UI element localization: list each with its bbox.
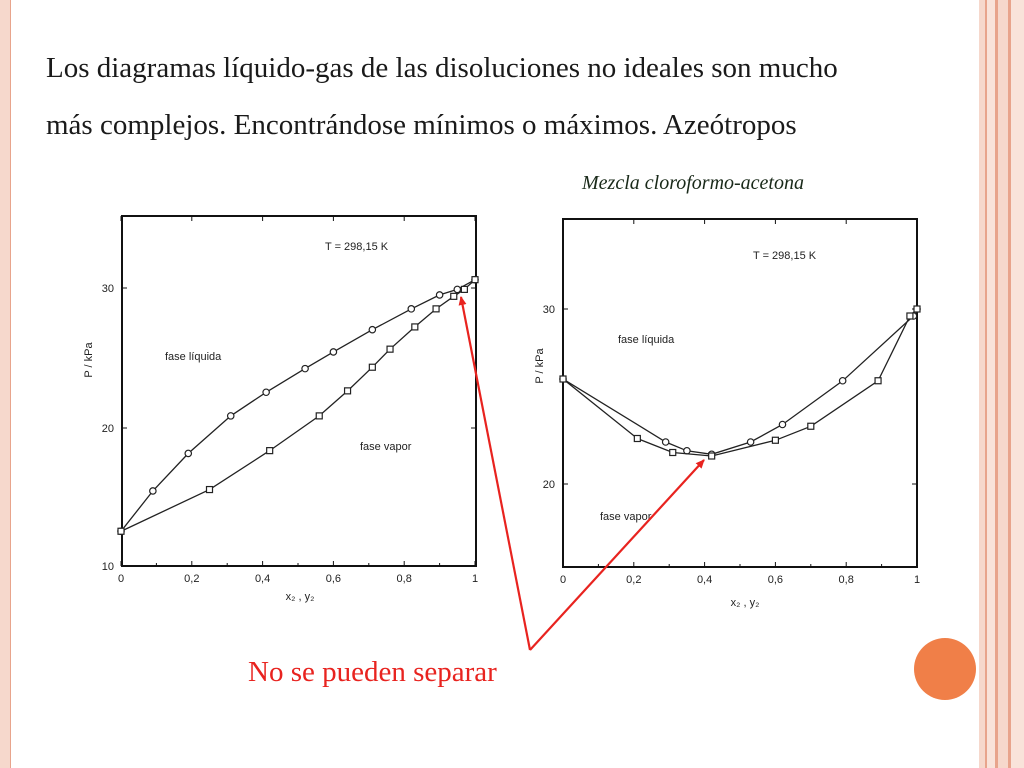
series-line-2 bbox=[562, 308, 918, 457]
data-point-circle bbox=[661, 438, 670, 446]
data-point-circle bbox=[838, 376, 847, 385]
data-point-square bbox=[708, 452, 716, 460]
y-tick-label: 20 bbox=[543, 479, 555, 491]
data-point-square bbox=[205, 485, 214, 494]
series-line-1 bbox=[120, 279, 476, 532]
chart-2: 0 0,2 0,4 0,6 0,8 1 20 30 P / kPa x₂ , y₂ T = 298,… bbox=[534, 218, 921, 609]
temperature-annotation: T = 298,15 K bbox=[325, 241, 389, 253]
data-point-square bbox=[386, 345, 394, 353]
right-band-3 bbox=[987, 0, 995, 768]
data-point-square bbox=[266, 447, 274, 455]
data-point-square bbox=[771, 436, 780, 444]
x-tick-label: 1 bbox=[914, 574, 920, 586]
temperature-annotation: T = 298,15 K bbox=[753, 250, 817, 262]
right-band-2 bbox=[985, 0, 987, 768]
x-tick-label: 0,4 bbox=[255, 573, 270, 585]
callout-text: No se pueden separar bbox=[248, 656, 497, 688]
data-point-square bbox=[432, 305, 440, 313]
decorative-circle bbox=[914, 638, 976, 700]
data-point-square bbox=[807, 422, 815, 430]
data-point-circle bbox=[746, 438, 755, 446]
data-point-square bbox=[343, 387, 352, 395]
x-axis-label: x₂ , y₂ bbox=[731, 597, 760, 609]
data-point-circle bbox=[226, 412, 235, 420]
y-axis-label: P / kPa bbox=[534, 347, 546, 383]
data-point-circle bbox=[435, 291, 444, 299]
data-point-circle bbox=[368, 325, 377, 334]
title-line-1: Los diagramas líquido-gas de las disoluc… bbox=[46, 52, 838, 84]
data-point-circle bbox=[453, 285, 462, 294]
y-axis-label: P / kPa bbox=[83, 341, 95, 377]
x-tick-label: 0,6 bbox=[326, 573, 341, 585]
data-point-circle bbox=[184, 449, 193, 458]
x-tick-label: 0,6 bbox=[768, 574, 783, 586]
x-tick-label: 0,2 bbox=[184, 573, 199, 585]
region-label-liquid: fase líquida bbox=[165, 351, 222, 363]
x-tick-label: 0,2 bbox=[626, 574, 641, 586]
data-point-square bbox=[117, 527, 125, 535]
right-band-5 bbox=[998, 0, 1008, 768]
y-tick-label: 30 bbox=[102, 283, 114, 295]
x-tick-label: 1 bbox=[472, 573, 478, 585]
data-point-square bbox=[633, 434, 641, 443]
y-tick-label: 10 bbox=[102, 561, 114, 573]
right-band-6 bbox=[1008, 0, 1011, 768]
y-tick-label: 30 bbox=[543, 304, 555, 316]
data-point-square bbox=[450, 292, 458, 300]
chart-1: 0 0,2 0,4 0,6 0,8 1 10 20 30 P / kPa x₂ , y₂ T = 29… bbox=[83, 215, 479, 603]
region-label-vapor: fase vapor bbox=[600, 511, 652, 523]
data-point-square bbox=[559, 375, 567, 383]
data-point-circle bbox=[149, 487, 157, 495]
data-point-circle bbox=[329, 348, 338, 356]
chart-subtitle: Mezcla cloroformo-acetona bbox=[582, 172, 804, 194]
title-line-2: más complejos. Encontrándose mínimos o m… bbox=[46, 109, 797, 141]
callout-arrow-left bbox=[458, 296, 532, 651]
data-point-circle bbox=[778, 420, 787, 429]
data-point-circle bbox=[262, 388, 270, 397]
data-point-square bbox=[874, 377, 882, 385]
data-point-square bbox=[906, 312, 914, 320]
x-tick-label: 0 bbox=[118, 573, 124, 585]
x-tick-label: 0 bbox=[560, 574, 566, 586]
data-point-square bbox=[669, 448, 677, 457]
data-point-square bbox=[315, 412, 323, 420]
x-tick-label: 0,8 bbox=[397, 573, 412, 585]
right-band-4 bbox=[995, 0, 998, 768]
slide-title: Los diagramas líquido-gas de las disoluc… bbox=[46, 40, 986, 154]
callout-arrow-right bbox=[529, 459, 705, 651]
right-band-1 bbox=[979, 0, 985, 768]
data-point-circle bbox=[301, 364, 309, 373]
left-edge-line bbox=[10, 0, 11, 768]
x-tick-label: 0,8 bbox=[839, 574, 854, 586]
data-point-square bbox=[471, 276, 479, 284]
region-label-liquid: fase líquida bbox=[618, 334, 675, 346]
x-tick-label: 0,4 bbox=[697, 574, 712, 586]
right-band-7 bbox=[1011, 0, 1024, 768]
region-label-vapor: fase vapor bbox=[360, 441, 412, 453]
data-point-square bbox=[411, 323, 419, 331]
y-tick-label: 20 bbox=[102, 423, 114, 435]
data-point-square bbox=[460, 285, 468, 293]
left-edge-decoration bbox=[0, 0, 10, 768]
data-point-circle bbox=[407, 305, 416, 313]
series-line-1 bbox=[562, 308, 918, 455]
plot-frame bbox=[121, 215, 477, 567]
series-line-2 bbox=[120, 279, 476, 532]
data-point-square bbox=[368, 363, 376, 371]
x-axis-label: x₂ , y₂ bbox=[286, 591, 315, 603]
data-point-square bbox=[913, 305, 921, 313]
